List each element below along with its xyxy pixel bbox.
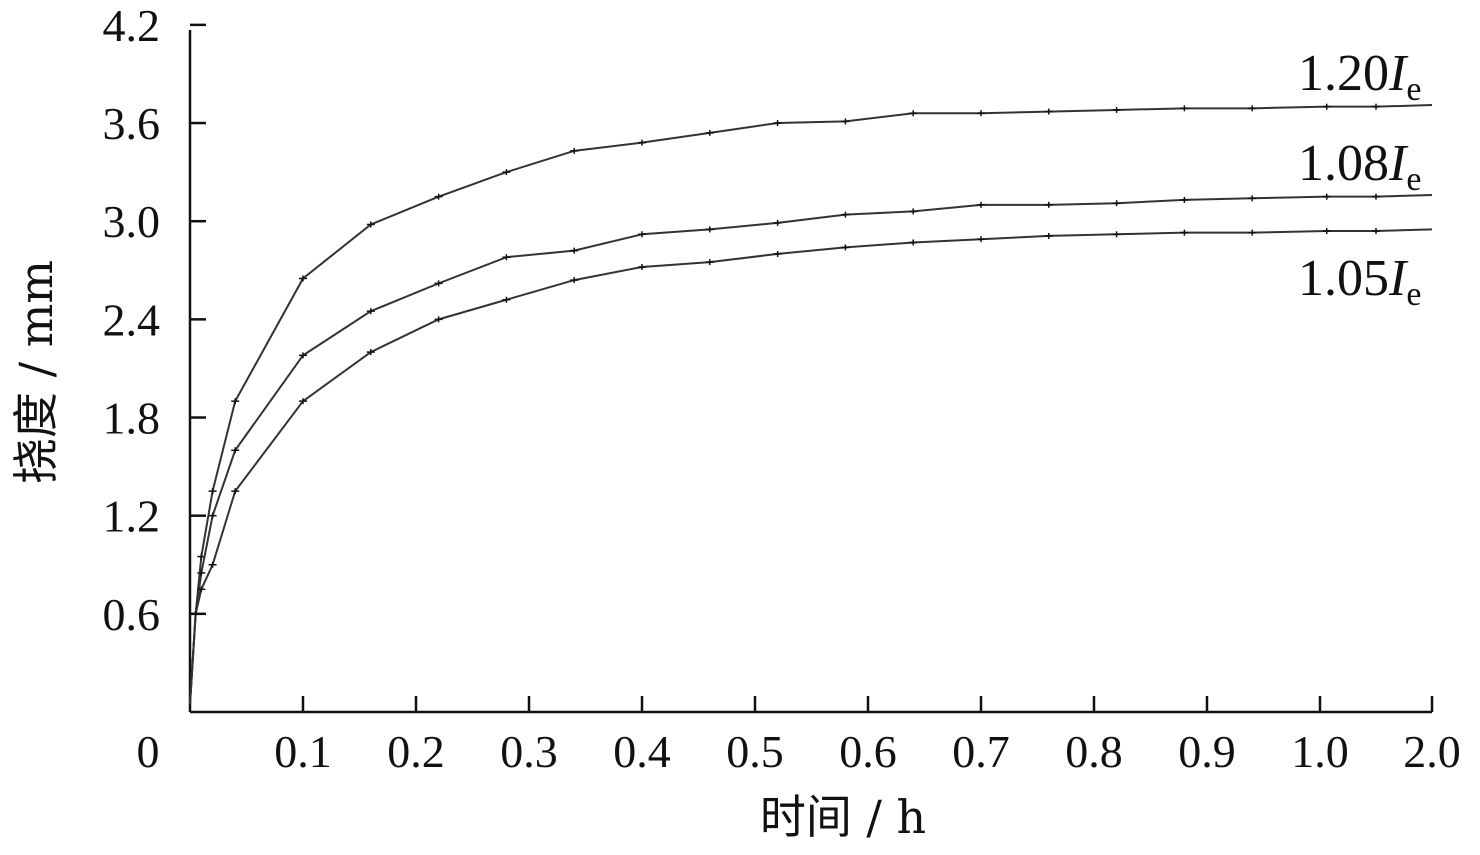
series-line-2 (189, 194, 1433, 704)
y-tick-label: 3.6 (103, 98, 161, 149)
y-tick-label: 2.4 (103, 294, 161, 345)
series-line-3 (189, 228, 1433, 704)
y-tick-label: 3.0 (103, 196, 161, 247)
x-tick-label: 0.6 (839, 726, 897, 777)
x-tick-label: 0.4 (613, 726, 671, 777)
x-tick-label: 0.7 (952, 726, 1010, 777)
x-tick-label: 1.0 (1291, 726, 1349, 777)
y-axis-title: 挠度 / mm (9, 260, 63, 484)
x-tick-label: 0.3 (500, 726, 558, 777)
x-tick-label: 0.5 (726, 726, 784, 777)
x-ticks: 0 0.1 0.2 0.3 0.4 0.5 0.6 0.7 0.8 0.9 1.0 2.0 (137, 696, 1461, 777)
x-tick-label: 0 (137, 726, 160, 777)
x-axis-title: 时间 / h (760, 790, 926, 844)
y-tick-label: 0.6 (103, 589, 161, 640)
series-line-1 (189, 104, 1433, 704)
y-tick-label: 4.2 (103, 0, 161, 51)
x-tick-label: 0.2 (387, 726, 445, 777)
y-tick-label: 1.8 (103, 393, 161, 444)
series-label-3: 1.05Ie (1298, 250, 1421, 313)
axes (188, 30, 1432, 714)
x-tick-label: 0.1 (274, 726, 332, 777)
x-tick-label: 0.8 (1065, 726, 1123, 777)
x-tick-label: 0.9 (1178, 726, 1236, 777)
series (189, 103, 1433, 704)
y-ticks: 0.6 1.2 1.8 2.4 3.0 3.6 4.2 (103, 0, 206, 640)
series-label-1: 1.20Ie (1298, 45, 1421, 108)
series-label-2: 1.08Ie (1298, 135, 1421, 198)
y-tick-label: 1.2 (103, 491, 161, 542)
x-tick-label: 2.0 (1403, 726, 1461, 777)
series-labels: 1.20Ie 1.08Ie 1.05Ie (1298, 45, 1421, 313)
